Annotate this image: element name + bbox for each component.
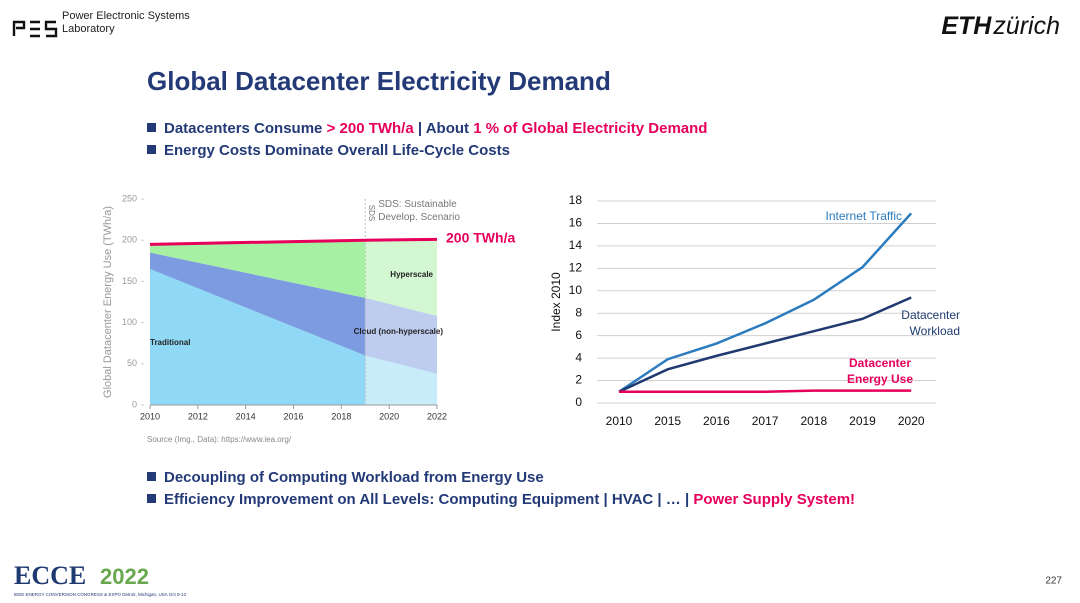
x-tick-label: 2010 xyxy=(140,411,160,421)
source-note: Source (Img., Data): https://www.iea.org… xyxy=(147,435,292,444)
series-label: Internet Traffic xyxy=(825,209,902,223)
y-tick-label: 150 xyxy=(122,276,137,286)
area xyxy=(150,240,366,298)
y-tick-label: 8 xyxy=(575,305,582,319)
x-tick-label: 2014 xyxy=(236,411,256,421)
x-tick-label: 2019 xyxy=(849,414,876,428)
eth-text: ETH xyxy=(941,12,992,40)
y-tick-label: 100 xyxy=(122,317,137,327)
x-tick-label: 2022 xyxy=(427,411,447,421)
series-label: Traditional xyxy=(150,338,190,347)
bullet-text: 1 % xyxy=(473,120,500,137)
series-line xyxy=(618,212,913,393)
bullet-text: Energy Costs Dominate Overall Life-Cycle… xyxy=(164,142,510,159)
y-tick-label: 16 xyxy=(569,216,583,230)
zurich-text: zürich xyxy=(993,12,1060,40)
bullet-text: > 200 TWh/a xyxy=(326,120,414,137)
eth-logo: ETHzürich xyxy=(941,12,1060,41)
y-tick-label: 0 xyxy=(575,395,582,409)
bullet-text: of Global Electricity Demand xyxy=(503,120,708,137)
series-line xyxy=(618,296,912,393)
projection-tag: SDS xyxy=(367,205,376,221)
series-label: Datacenter Energy Use xyxy=(846,356,914,386)
x-tick-label: 2010 xyxy=(606,414,633,428)
series-label: Datacenter Workload xyxy=(901,308,960,338)
bullet: Efficiency Improvement on All Levels: Co… xyxy=(147,491,855,508)
area xyxy=(150,252,366,356)
y-tick-label: 10 xyxy=(569,283,583,297)
lab-name: Laboratory xyxy=(62,23,115,35)
lab-name: Power Electronic Systems xyxy=(62,10,190,22)
y-axis-title: Global Datacenter Energy Use (TWh/a) xyxy=(102,206,114,398)
x-tick-label: 2016 xyxy=(283,411,303,421)
bullet: Datacenters Consume > 200 TWh/a | About 1 %… xyxy=(147,120,707,137)
y-tick-label: 0 xyxy=(132,399,137,409)
y-tick-label: 200 xyxy=(122,235,137,245)
projection-note: SDS: Sustainable Develop. Scenario xyxy=(378,199,460,223)
y-tick-label: 12 xyxy=(569,261,583,275)
y-axis-title: Index 2010 xyxy=(549,272,563,332)
bullet-text: Efficiency Improvement on All Levels: Co… xyxy=(164,491,690,508)
y-tick-label: 18 xyxy=(569,193,583,207)
x-tick-label: 2017 xyxy=(752,414,779,428)
bullet: Decoupling of Computing Workload from En… xyxy=(147,469,544,486)
y-tick-label: 250 xyxy=(122,193,137,203)
ecce-text: ECCE xyxy=(14,561,86,590)
bullet-text: | About xyxy=(417,120,470,137)
y-tick-label: 6 xyxy=(575,328,582,342)
x-tick-label: 2020 xyxy=(898,414,925,428)
bullet-text: Power Supply System! xyxy=(693,491,856,508)
bullet-text: Decoupling of Computing Workload from En… xyxy=(164,469,544,486)
y-tick-label: 2 xyxy=(575,373,582,387)
projected-area xyxy=(365,239,437,317)
ecce-tagline: IEEE ENERGY CONVERSION CONGRESS & EXPO D… xyxy=(14,592,186,597)
bullet: Energy Costs Dominate Overall Life-Cycle… xyxy=(147,142,510,159)
pes-logo xyxy=(12,20,58,38)
series-label: Cloud (non-hyperscale) xyxy=(354,327,444,336)
y-tick-label: 4 xyxy=(575,350,582,364)
y-tick-label: 50 xyxy=(127,358,137,368)
x-tick-label: 2018 xyxy=(800,414,827,428)
series-label: Hyperscale xyxy=(390,270,433,279)
area xyxy=(150,269,366,405)
projected-area xyxy=(365,297,437,374)
series-line xyxy=(619,389,912,394)
ecce-logo: ECCE 2022 IEEE ENERGY CONVERSION CONGRES… xyxy=(14,561,186,597)
y-tick-label: 14 xyxy=(569,238,583,252)
x-tick-label: 2016 xyxy=(703,414,730,428)
bullet-text: Datacenters Consume xyxy=(164,120,323,137)
total-label: 200 TWh/a xyxy=(446,230,515,246)
x-tick-label: 2020 xyxy=(379,411,399,421)
ecce-year: 2022 xyxy=(100,564,149,589)
x-tick-label: 2015 xyxy=(654,414,681,428)
projected-area xyxy=(365,355,437,405)
x-tick-label: 2018 xyxy=(331,411,351,421)
slide-title: Global Datacenter Electricity Demand xyxy=(147,66,611,96)
total-line xyxy=(149,237,438,246)
x-tick-label: 2012 xyxy=(188,411,208,421)
page-number: 227 xyxy=(1045,576,1062,587)
